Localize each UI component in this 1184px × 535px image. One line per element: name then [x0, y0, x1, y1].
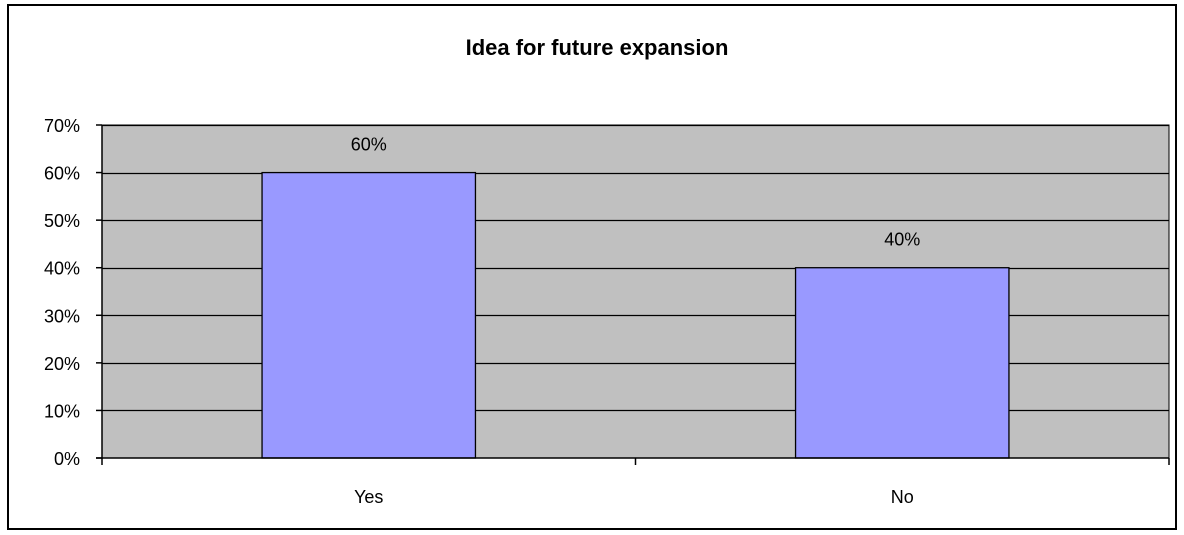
- x-axis-tick-labels: Yes No: [354, 487, 914, 507]
- y-tick-label-0: 0%: [54, 449, 80, 469]
- y-tick-label-1: 10%: [44, 401, 80, 421]
- y-tick-label-7: 70%: [44, 116, 80, 136]
- x-tick-label-yes: Yes: [354, 487, 383, 507]
- bars: [261, 171, 1010, 459]
- data-label-yes: 60%: [351, 135, 387, 155]
- bar-no: [794, 267, 1010, 459]
- data-labels: 60% 40%: [351, 135, 921, 250]
- data-label-no: 40%: [884, 230, 920, 250]
- y-tick-label-4: 40%: [44, 259, 80, 279]
- y-tick-label-6: 60%: [44, 164, 80, 184]
- bar-yes: [261, 171, 477, 459]
- y-tick-label-2: 20%: [44, 354, 80, 374]
- y-tick-label-5: 50%: [44, 211, 80, 231]
- y-tick-label-3: 30%: [44, 306, 80, 326]
- x-tick-label-no: No: [891, 487, 914, 507]
- axes: [96, 124, 1170, 465]
- chart-title: Idea for future expansion: [466, 35, 729, 60]
- y-axis-tick-labels: 0% 10% 20% 30% 40% 50% 60% 70%: [44, 116, 80, 469]
